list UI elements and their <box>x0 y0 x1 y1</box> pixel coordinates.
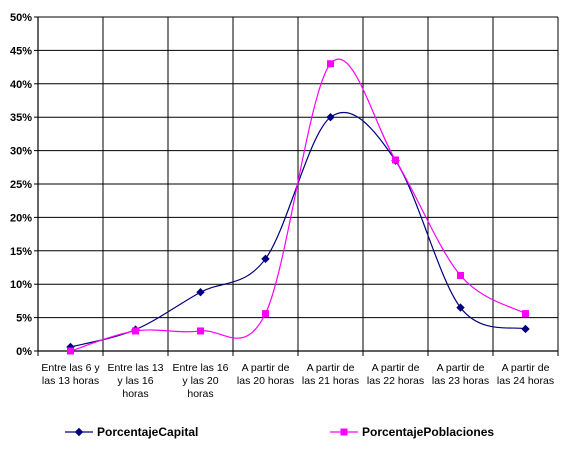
y-tick-label: 10% <box>10 279 32 291</box>
x-tick-label-line: Entre las 6 y <box>41 362 100 374</box>
legend-entry: PorcentajePoblaciones <box>330 425 494 439</box>
legend-marker <box>74 427 84 437</box>
x-tick-label: Entre las 6 y las 13 horas <box>41 362 100 387</box>
x-tick-label-line: horas <box>187 388 213 400</box>
data-point <box>327 60 334 68</box>
x-tick-label-line: y las 20 <box>182 375 218 387</box>
x-tick-label-line: Entre las 16 <box>172 362 228 374</box>
x-tick-label-line: A partir de <box>437 362 485 374</box>
x-tick-label-line: horas <box>122 388 148 400</box>
x-tick-label: A partir de las 21 horas <box>302 362 359 387</box>
legend: PorcentajeCapital PorcentajePoblaciones <box>65 425 494 439</box>
data-point <box>262 310 269 318</box>
x-tick-label-line: A partir de <box>242 362 290 374</box>
x-tick-label-line: Entre las 13 <box>107 362 163 374</box>
y-tick-label: 35% <box>10 112 32 124</box>
x-tick-label-line: las 23 horas <box>432 375 489 387</box>
y-tick-label: 5% <box>16 313 32 325</box>
x-tick-label-line: A partir de <box>372 362 420 374</box>
y-axis-tick-labels: 0% 5% 10% 15% 20% 25% 30% 35% 40% 45% 50% <box>10 12 32 358</box>
x-tick-label-line: las 13 horas <box>42 375 99 387</box>
x-tick-label-line: las 21 horas <box>302 375 359 387</box>
legend-entry: PorcentajeCapital <box>65 425 198 439</box>
x-tick-label: A partir de las 20 horas <box>237 362 294 387</box>
legend-label: PorcentajeCapital <box>97 425 198 439</box>
data-point <box>132 327 139 335</box>
y-tick-label: 25% <box>10 179 32 191</box>
series <box>66 58 530 355</box>
data-point <box>326 112 335 122</box>
x-tick-label: Entre las 16 y las 20 horas <box>172 362 228 400</box>
x-tick-label-line: y las 16 <box>117 375 153 387</box>
series-line <box>70 58 526 352</box>
data-point <box>522 310 529 318</box>
series-PorcentajePoblaciones <box>67 58 529 355</box>
data-point <box>196 288 205 297</box>
y-tick-label: 45% <box>10 45 32 57</box>
x-tick-label: Entre las 13 y las 16 horas <box>107 362 163 400</box>
axes <box>34 16 559 356</box>
y-tick-label: 15% <box>10 246 32 258</box>
data-point <box>521 324 530 334</box>
series-line <box>70 111 526 348</box>
data-point <box>392 156 399 164</box>
y-tick-label: 40% <box>10 79 32 91</box>
x-tick-label: A partir de las 23 horas <box>432 362 489 387</box>
y-tick-label: 0% <box>16 346 32 358</box>
x-tick-label-line: A partir de <box>502 362 550 374</box>
data-point <box>261 254 270 264</box>
data-point <box>456 303 465 312</box>
x-tick-label: A partir de las 22 horas <box>367 362 424 387</box>
y-tick-label: 20% <box>10 212 32 224</box>
x-tick-label-line: las 20 horas <box>237 375 294 387</box>
data-point <box>197 327 204 335</box>
y-tick-label: 30% <box>10 146 32 158</box>
data-point <box>67 347 74 355</box>
x-tick-label: A partir de las 24 horas <box>497 362 554 387</box>
y-tick-label: 50% <box>10 12 32 24</box>
x-tick-label-line: A partir de <box>307 362 355 374</box>
x-tick-label-line: las 24 horas <box>497 375 554 387</box>
legend-label: PorcentajePoblaciones <box>362 425 494 439</box>
data-point <box>457 272 464 280</box>
legend-marker <box>340 428 348 436</box>
x-tick-label-line: las 22 horas <box>367 375 424 387</box>
